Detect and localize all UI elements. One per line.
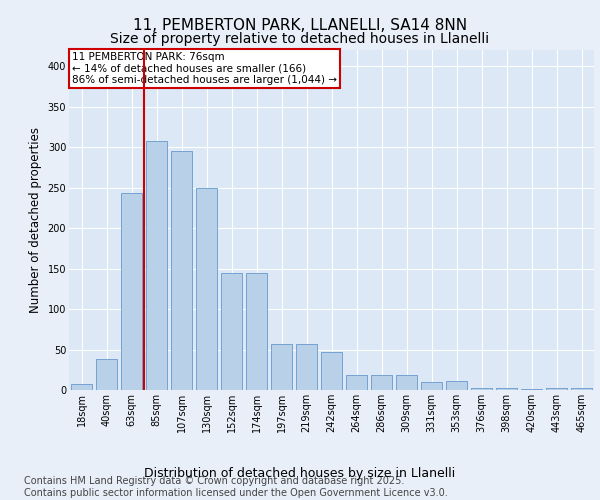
Text: 11, PEMBERTON PARK, LLANELLI, SA14 8NN: 11, PEMBERTON PARK, LLANELLI, SA14 8NN — [133, 18, 467, 32]
Bar — [371, 376, 392, 390]
Bar — [271, 344, 292, 390]
Bar — [221, 274, 242, 390]
Bar — [196, 188, 217, 390]
Bar — [521, 389, 542, 390]
Bar — [71, 384, 92, 390]
Y-axis label: Number of detached properties: Number of detached properties — [29, 127, 42, 313]
Bar — [171, 151, 192, 390]
Bar — [471, 388, 492, 390]
Bar — [546, 388, 567, 390]
Bar — [496, 388, 517, 390]
Text: Distribution of detached houses by size in Llanelli: Distribution of detached houses by size … — [145, 467, 455, 480]
Bar — [296, 344, 317, 390]
Bar — [321, 352, 342, 390]
Text: Size of property relative to detached houses in Llanelli: Size of property relative to detached ho… — [110, 32, 490, 46]
Text: 11 PEMBERTON PARK: 76sqm
← 14% of detached houses are smaller (166)
86% of semi-: 11 PEMBERTON PARK: 76sqm ← 14% of detach… — [71, 52, 337, 85]
Bar — [146, 142, 167, 390]
Bar — [96, 359, 117, 390]
Bar — [246, 274, 267, 390]
Text: Contains HM Land Registry data © Crown copyright and database right 2025.
Contai: Contains HM Land Registry data © Crown c… — [24, 476, 448, 498]
Bar — [421, 382, 442, 390]
Bar — [346, 376, 367, 390]
Bar — [571, 388, 592, 390]
Bar — [121, 194, 142, 390]
Bar — [446, 381, 467, 390]
Bar — [396, 376, 417, 390]
